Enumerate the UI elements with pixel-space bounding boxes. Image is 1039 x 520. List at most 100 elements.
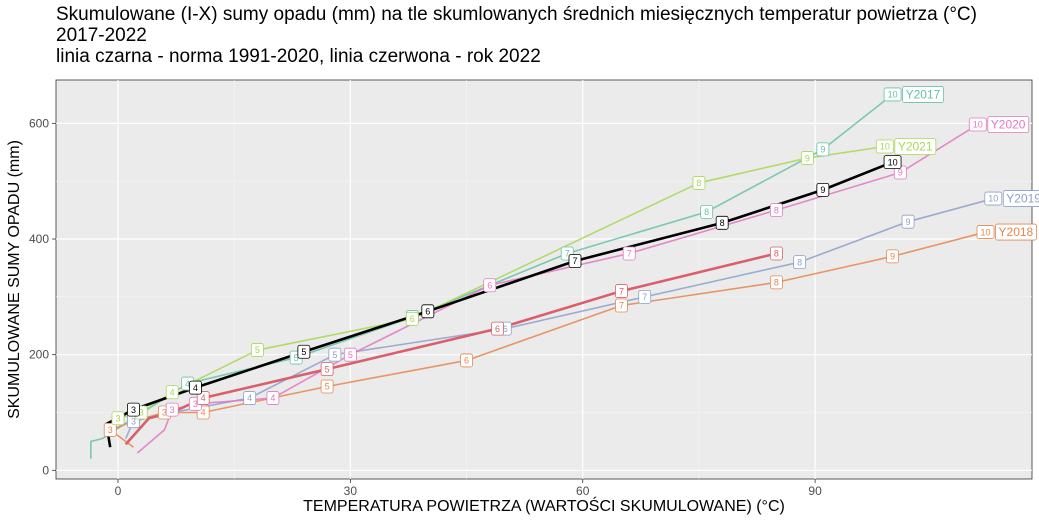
point-label-text: 10	[880, 142, 890, 152]
point-label: 8	[769, 246, 783, 261]
point-label-text: 6	[425, 307, 430, 317]
point-label: 9	[893, 165, 907, 180]
point-label-box	[460, 353, 473, 368]
series-name-label: Y2021	[894, 138, 937, 155]
point-label-box	[984, 191, 1003, 206]
point-label-box	[320, 362, 334, 377]
point-label: 6	[483, 278, 497, 293]
point-label-box	[491, 321, 504, 336]
point-label-text: 5	[255, 345, 260, 355]
point-label: 8	[715, 215, 729, 230]
series-name-text: Y2018	[999, 225, 1034, 239]
point-label-box	[883, 87, 902, 102]
point-label: 9	[901, 214, 915, 229]
point-label-box	[638, 289, 652, 304]
point-label: 8	[769, 275, 783, 290]
y-tick-label: 600	[29, 116, 49, 130]
point-label: 10	[883, 87, 902, 102]
point-label-text: 10	[888, 90, 898, 100]
point-label: 5	[343, 347, 357, 362]
point-label: 9	[816, 142, 830, 157]
point-label-text: 8	[774, 205, 779, 215]
point-label: 10	[875, 139, 894, 154]
point-label-box	[692, 176, 706, 190]
point-label-text: 5	[294, 353, 299, 363]
point-label-text: 7	[565, 249, 570, 259]
series-name-box	[902, 86, 944, 103]
point-label: 10	[883, 155, 902, 170]
point-label-box	[715, 215, 729, 230]
point-label-text: 4	[185, 379, 190, 389]
point-label: 8	[700, 204, 714, 219]
point-label-box	[875, 139, 894, 154]
point-label: 9	[800, 151, 814, 165]
point-label-box	[266, 391, 280, 405]
point-label: 10	[984, 191, 1003, 206]
point-label-box	[816, 182, 830, 197]
point-label-text: 6	[464, 356, 469, 366]
y-tick-label: 200	[29, 348, 49, 362]
point-label: 7	[622, 246, 636, 261]
point-label-box	[968, 117, 987, 132]
point-label-text: 3	[131, 405, 136, 415]
point-label-box	[700, 204, 714, 219]
point-label-text: 6	[410, 314, 415, 324]
point-label-box	[901, 214, 915, 229]
point-label-text: 5	[348, 350, 353, 360]
point-label-text: 3	[131, 416, 136, 426]
point-label-text: 6	[503, 324, 508, 334]
series-name-box	[987, 116, 1030, 133]
point-label-box	[343, 347, 357, 362]
series-name-box	[894, 138, 937, 155]
point-label-box	[622, 246, 636, 261]
point-label: 9	[886, 249, 899, 264]
point-label-box	[615, 298, 628, 313]
point-label: 6	[460, 353, 473, 368]
y-tick-label: 0	[42, 463, 49, 477]
point-label: 4	[243, 391, 257, 405]
series-line-2022	[124, 252, 777, 446]
series-name-box	[995, 223, 1037, 241]
point-label-box	[976, 225, 995, 239]
point-label: 4	[266, 391, 280, 405]
point-label-text: 10	[888, 157, 898, 167]
point-label-text: 6	[495, 324, 500, 334]
point-label-box	[769, 203, 783, 218]
point-label-text: 3	[193, 399, 198, 409]
x-tick-label: 90	[808, 484, 822, 498]
point-label-text: 6	[487, 280, 492, 290]
point-label: 6	[405, 311, 419, 326]
point-label-box	[111, 411, 125, 426]
point-label-text: 7	[619, 301, 624, 311]
point-label: 9	[816, 182, 830, 197]
series-name-label: Y2020	[987, 116, 1030, 133]
point-label-text: 7	[572, 256, 577, 266]
point-label-text: 9	[820, 145, 825, 155]
chart-title: Skumulowane (I-X) sumy opadu (mm) na tle…	[56, 4, 977, 25]
point-label-text: 5	[325, 382, 330, 392]
point-label-box	[127, 402, 140, 417]
point-label-text: 3	[162, 408, 167, 418]
point-label-text: 8	[774, 249, 779, 259]
point-label-box	[103, 422, 117, 437]
series-name-box	[1002, 190, 1039, 207]
point-label-box	[165, 402, 179, 417]
point-label: 7	[568, 254, 582, 268]
point-label-box	[568, 254, 582, 268]
point-label-text: 9	[805, 153, 810, 163]
point-label-text: 3	[170, 405, 175, 415]
point-label-box	[196, 391, 210, 405]
chart-title-block: Skumulowane (I-X) sumy opadu (mm) na tle…	[56, 4, 1036, 67]
point-label-text: 8	[774, 278, 779, 288]
point-label-text: 10	[988, 194, 998, 204]
point-label-box	[328, 347, 342, 362]
point-label: 8	[793, 255, 807, 270]
point-label: 5	[297, 344, 311, 359]
point-label-text: 3	[115, 413, 120, 423]
point-label-box	[886, 249, 899, 264]
x-tick-label: 0	[115, 484, 122, 498]
point-label-box	[769, 246, 783, 261]
point-label-box	[883, 155, 902, 170]
point-label: 5	[328, 347, 342, 362]
point-label: 3	[103, 422, 117, 437]
